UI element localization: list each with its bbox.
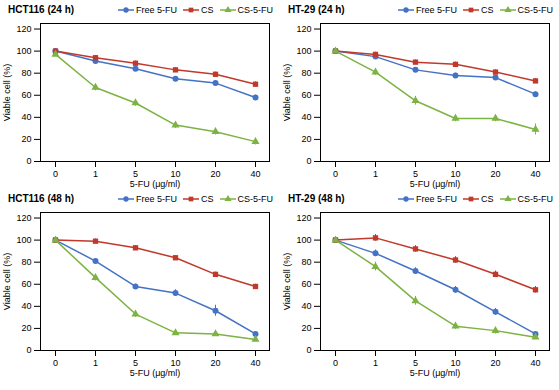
svg-text:5: 5 bbox=[133, 358, 138, 368]
svg-text:1: 1 bbox=[93, 358, 98, 368]
svg-text:80: 80 bbox=[21, 257, 31, 267]
svg-text:80: 80 bbox=[301, 68, 311, 78]
svg-text:5: 5 bbox=[413, 169, 418, 179]
svg-text:20: 20 bbox=[21, 323, 31, 333]
svg-text:10: 10 bbox=[170, 358, 180, 368]
svg-text:20: 20 bbox=[301, 323, 311, 333]
svg-text:40: 40 bbox=[250, 358, 260, 368]
svg-text:40: 40 bbox=[21, 112, 31, 122]
svg-text:120: 120 bbox=[296, 24, 311, 34]
html-text:CS-5-FU: CS-5-FU bbox=[237, 193, 273, 204]
svg-text:80: 80 bbox=[301, 257, 311, 267]
svg-text:5: 5 bbox=[413, 358, 418, 368]
svg-text:Viable cell (%): Viable cell (%) bbox=[2, 253, 12, 310]
svg-text:Viable cell (%): Viable cell (%) bbox=[2, 64, 12, 121]
svg-text:0: 0 bbox=[306, 156, 311, 166]
html-text:Free 5-FU: Free 5-FU bbox=[416, 193, 457, 204]
svg-text:Viable cell (%): Viable cell (%) bbox=[282, 64, 292, 121]
html-text:CS: CS bbox=[481, 4, 494, 15]
html-text:Free 5-FU: Free 5-FU bbox=[416, 4, 457, 15]
svg-text:100: 100 bbox=[16, 235, 31, 245]
svg-text:60: 60 bbox=[21, 279, 31, 289]
svg-text:80: 80 bbox=[21, 68, 31, 78]
svg-text:40: 40 bbox=[530, 358, 540, 368]
html-text:CS-5-FU: CS-5-FU bbox=[237, 4, 273, 15]
svg-text:10: 10 bbox=[450, 169, 460, 179]
html-text:Free 5-FU: Free 5-FU bbox=[136, 4, 177, 15]
svg-text:5-FU (μg/ml): 5-FU (μg/ml) bbox=[410, 368, 461, 378]
svg-text:100: 100 bbox=[16, 46, 31, 56]
svg-text:10: 10 bbox=[450, 358, 460, 368]
svg-text:120: 120 bbox=[16, 24, 31, 34]
svg-text:120: 120 bbox=[296, 213, 311, 223]
svg-text:20: 20 bbox=[490, 169, 500, 179]
svg-text:5-FU (μg/ml): 5-FU (μg/ml) bbox=[410, 179, 461, 189]
svg-text:0: 0 bbox=[26, 345, 31, 355]
svg-text:40: 40 bbox=[530, 169, 540, 179]
svg-text:5-FU (μg/ml): 5-FU (μg/ml) bbox=[130, 179, 181, 189]
html-text:CS: CS bbox=[201, 193, 214, 204]
html-text:HCT116 (48 h): HCT116 (48 h) bbox=[8, 193, 75, 204]
svg-text:10: 10 bbox=[170, 169, 180, 179]
svg-text:40: 40 bbox=[250, 169, 260, 179]
html-text:CS: CS bbox=[201, 4, 214, 15]
svg-text:0: 0 bbox=[53, 358, 58, 368]
svg-text:Viable cell (%): Viable cell (%) bbox=[282, 253, 292, 310]
svg-text:0: 0 bbox=[333, 358, 338, 368]
html-text:CS-5-FU: CS-5-FU bbox=[517, 4, 553, 15]
svg-text:40: 40 bbox=[21, 301, 31, 311]
html-text:Free 5-FU: Free 5-FU bbox=[136, 193, 177, 204]
svg-text:1: 1 bbox=[373, 358, 378, 368]
html-text:CS-5-FU: CS-5-FU bbox=[517, 193, 553, 204]
svg-text:20: 20 bbox=[210, 358, 220, 368]
html-text:CS: CS bbox=[481, 193, 494, 204]
html-text:HCT116 (24 h): HCT116 (24 h) bbox=[8, 4, 75, 15]
svg-text:20: 20 bbox=[490, 358, 500, 368]
svg-text:5-FU (μg/ml): 5-FU (μg/ml) bbox=[130, 368, 181, 378]
svg-text:5: 5 bbox=[133, 169, 138, 179]
svg-text:20: 20 bbox=[210, 169, 220, 179]
svg-text:1: 1 bbox=[93, 169, 98, 179]
svg-text:1: 1 bbox=[373, 169, 378, 179]
svg-text:120: 120 bbox=[16, 213, 31, 223]
svg-text:0: 0 bbox=[26, 156, 31, 166]
svg-text:0: 0 bbox=[306, 345, 311, 355]
svg-text:100: 100 bbox=[296, 46, 311, 56]
svg-text:0: 0 bbox=[333, 169, 338, 179]
svg-text:40: 40 bbox=[301, 301, 311, 311]
svg-text:100: 100 bbox=[296, 235, 311, 245]
svg-text:20: 20 bbox=[301, 134, 311, 144]
html-text:HT-29 (24 h): HT-29 (24 h) bbox=[288, 4, 345, 15]
svg-text:60: 60 bbox=[301, 279, 311, 289]
svg-text:40: 40 bbox=[301, 112, 311, 122]
svg-text:60: 60 bbox=[21, 90, 31, 100]
svg-text:0: 0 bbox=[53, 169, 58, 179]
svg-text:60: 60 bbox=[301, 90, 311, 100]
html-text:HT-29 (48 h): HT-29 (48 h) bbox=[288, 193, 345, 204]
svg-text:20: 20 bbox=[21, 134, 31, 144]
